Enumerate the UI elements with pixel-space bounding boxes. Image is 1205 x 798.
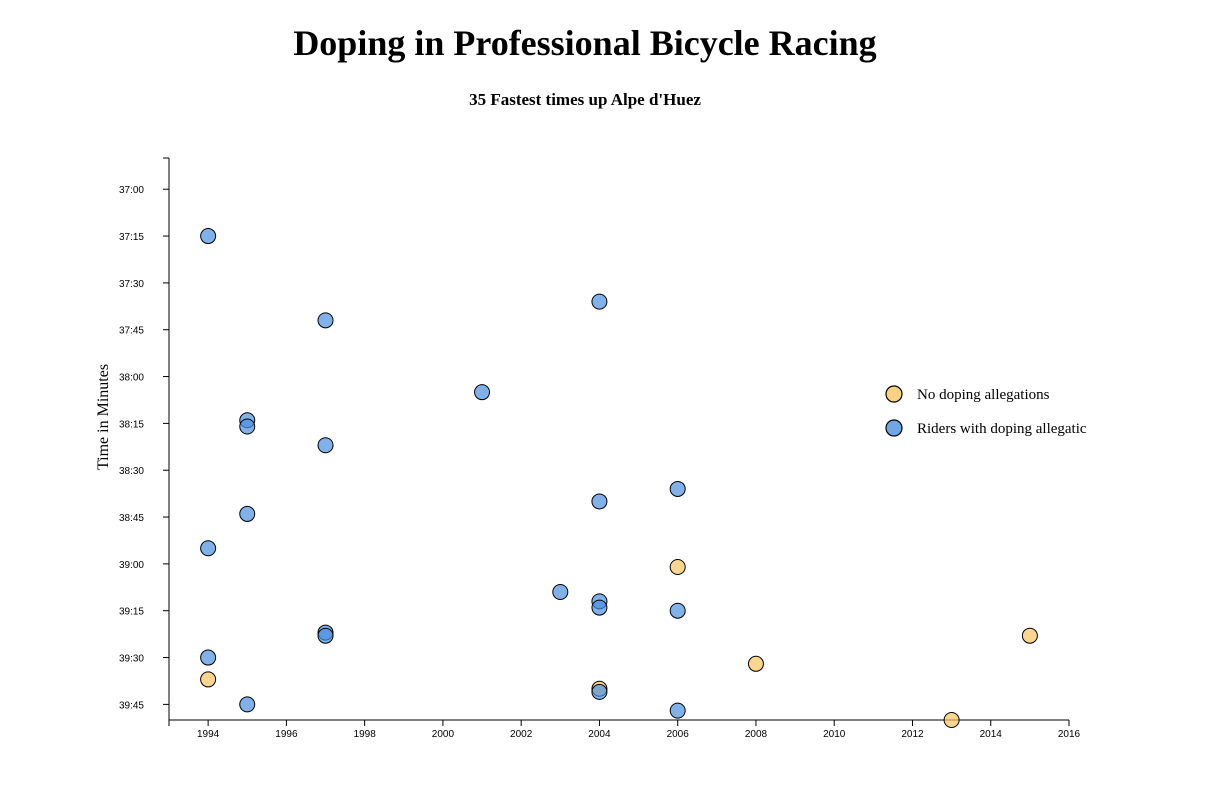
dot-doping[interactable]	[200, 228, 217, 245]
dot-doping[interactable]	[317, 312, 334, 329]
data-points	[200, 228, 1038, 728]
dot-doping[interactable]	[591, 293, 608, 310]
x-tick-label: 2000	[432, 729, 455, 740]
dot-no-doping[interactable]	[1021, 627, 1038, 644]
x-tick-label: 1998	[354, 729, 377, 740]
dot-no-doping[interactable]	[943, 712, 960, 728]
dot-doping[interactable]	[200, 649, 217, 666]
chart-subtitle: 35 Fastest times up Alpe d'Huez	[469, 90, 701, 109]
x-tick-label: 2012	[901, 729, 924, 740]
x-tick-label: 2016	[1058, 729, 1081, 740]
dot-doping[interactable]	[239, 696, 256, 713]
y-tick-label: 39:00	[119, 560, 144, 571]
dot-doping[interactable]	[591, 683, 608, 700]
y-axis-label: Time in Minutes	[95, 364, 112, 470]
dot-doping[interactable]	[552, 583, 569, 600]
y-tick-label: 37:30	[119, 279, 144, 290]
dot-no-doping[interactable]	[669, 559, 686, 576]
dot-doping[interactable]	[200, 540, 217, 557]
y-tick-label: 38:45	[119, 513, 144, 524]
y-tick-label: 38:15	[119, 419, 144, 430]
dot-doping[interactable]	[317, 437, 334, 454]
dot-no-doping[interactable]	[200, 671, 217, 688]
x-axis: 1994 1996 1998 2000 2002 2004 2006 2008 2010 2012…	[168, 719, 1081, 740]
x-tick-label: 2014	[980, 729, 1003, 740]
y-tick-label: 37:15	[119, 232, 144, 243]
x-tick-label: 2010	[823, 729, 846, 740]
legend: No doping allegations Riders with doping …	[885, 385, 1087, 437]
x-tick-label: 2006	[667, 729, 690, 740]
x-tick-label: 2008	[745, 729, 768, 740]
dot-doping[interactable]	[669, 480, 686, 497]
legend-label: No doping allegations	[917, 387, 1050, 403]
x-tick-label: 2002	[510, 729, 533, 740]
y-tick-label: 39:45	[119, 700, 144, 711]
dot-doping[interactable]	[474, 384, 491, 401]
x-tick-label: 1996	[275, 729, 298, 740]
y-tick-label: 37:00	[119, 185, 144, 196]
legend-swatch	[885, 419, 903, 437]
y-tick-label: 39:15	[119, 607, 144, 618]
legend-label: Riders with doping allegatic	[917, 421, 1087, 437]
dot-doping[interactable]	[239, 418, 256, 435]
dot-no-doping[interactable]	[747, 655, 764, 672]
y-tick-label: 37:45	[119, 326, 144, 337]
dot-doping[interactable]	[591, 493, 608, 510]
dot-doping[interactable]	[669, 602, 686, 619]
dot-doping[interactable]	[591, 599, 608, 616]
x-tick-label: 2004	[588, 729, 611, 740]
y-tick-label: 38:00	[119, 373, 144, 384]
y-axis: 37:00 37:15 37:30 37:45 38:00 38:15 38:30 38:45…	[119, 157, 170, 720]
legend-swatch	[885, 385, 903, 403]
dot-doping[interactable]	[239, 505, 256, 522]
y-tick-label: 38:30	[119, 466, 144, 477]
dot-doping[interactable]	[317, 627, 334, 644]
x-tick-label: 1994	[197, 729, 220, 740]
dot-doping[interactable]	[669, 702, 686, 719]
y-tick-label: 39:30	[119, 654, 144, 665]
chart-title: Doping in Professional Bicycle Racing	[293, 23, 877, 63]
